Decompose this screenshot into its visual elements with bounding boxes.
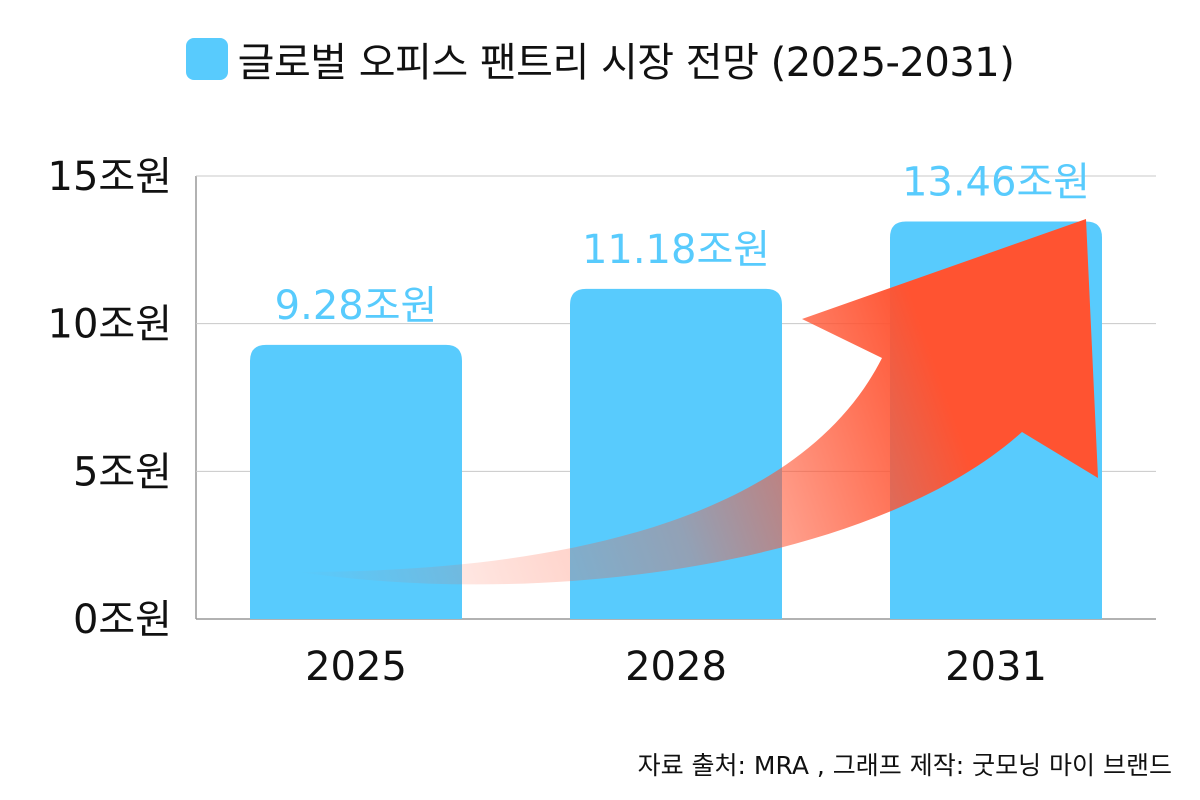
data-labels: 9.28조원 11.18조원 13.46조원 [275, 159, 1090, 328]
x-axis: 2025 2028 2031 [305, 644, 1047, 690]
y-tick-label: 15조원 [48, 154, 173, 200]
y-tick-label: 5조원 [73, 449, 172, 495]
legend: 글로벌 오피스 팬트리 시장 전망 (2025-2031) [0, 30, 1200, 88]
x-tick-label-2028: 2028 [625, 644, 727, 690]
data-label-2028: 11.18조원 [582, 227, 770, 273]
legend-swatch [185, 38, 228, 80]
y-axis: 0조원 5조원 10조원 15조원 [48, 154, 173, 643]
x-tick-label-2031: 2031 [945, 644, 1047, 690]
y-tick-label: 10조원 [48, 302, 173, 348]
source-note: 자료 출처: MRA , 그래프 제작: 굿모닝 마이 브랜드 [637, 751, 1172, 780]
data-label-2031: 13.46조원 [902, 159, 1090, 205]
bar-2025 [250, 344, 462, 619]
data-label-2025: 9.28조원 [275, 283, 438, 329]
legend-label: 글로벌 오피스 팬트리 시장 전망 (2025-2031) [237, 40, 1015, 86]
growth-arrow [298, 219, 1098, 585]
x-tick-label-2025: 2025 [305, 644, 407, 690]
y-tick-label: 0조원 [73, 597, 172, 643]
